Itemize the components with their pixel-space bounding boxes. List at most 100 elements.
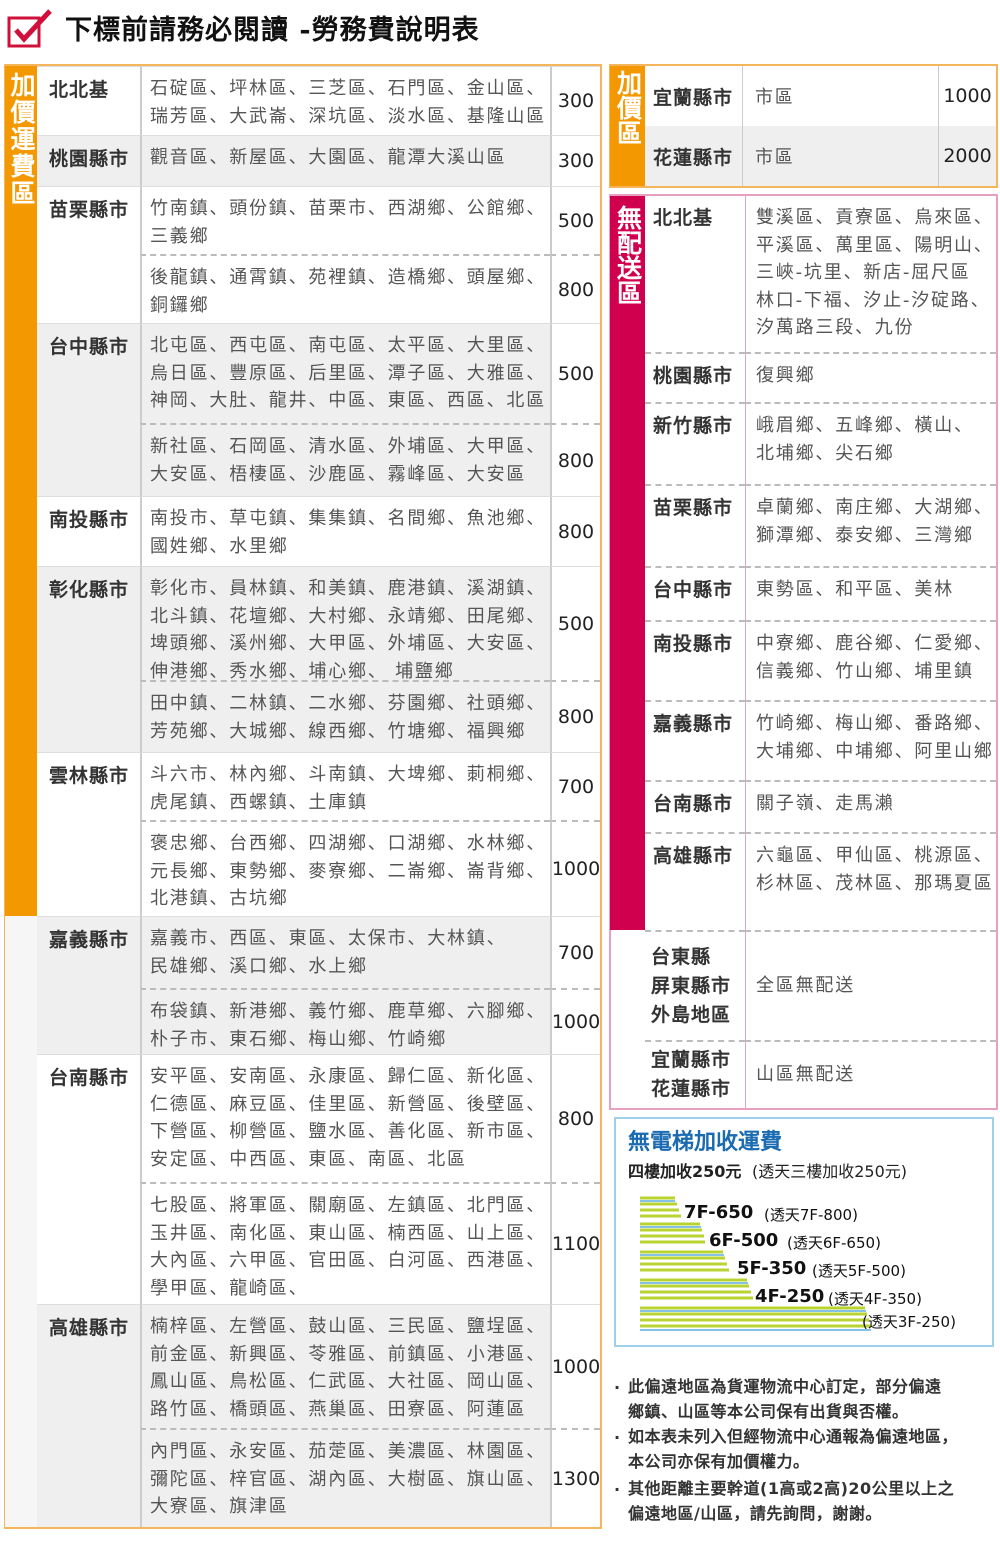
area-line: 北埔鄉、尖石鄉 <box>756 442 895 464</box>
step-note: (透天3F-250) <box>862 1313 956 1331</box>
area-line: 竹南鎮、頭份鎮、苗栗市、西湖鄉、公館鄉、 <box>150 198 546 219</box>
county-name: 嘉義縣市 <box>49 929 130 951</box>
area-line: 彌陀區、梓官區、湖內區、大樹區、旗山區、 <box>150 1468 546 1490</box>
areas-cell: 嘉義市、西區、東區、太保市、大林鎮、 民雄鄉、溪口鄉、水上鄉 <box>140 916 550 988</box>
step-label: 6F-500 <box>709 1230 779 1251</box>
area-line: 芳苑鄉、大城鄉、線西鄉、竹塘鄉、福興鄉 <box>150 720 527 742</box>
fee-cell: 300 <box>550 66 600 135</box>
areas-cell: 復興鄉 <box>745 352 996 402</box>
county-cell: 宜蘭縣市 <box>645 66 742 126</box>
fee-cell: 2000 <box>938 126 996 186</box>
areas-cell: 全區無配送 <box>745 930 996 1040</box>
county-cell: 彰化縣市 <box>37 566 140 752</box>
check-icon <box>7 9 52 48</box>
fee-cell: 1000 <box>550 820 600 916</box>
area-cell: 市區 <box>742 66 938 126</box>
fee-cell: 800 <box>550 496 600 566</box>
fee-cell: 500 <box>550 566 600 680</box>
side-label: 加價運費區 <box>7 72 36 207</box>
area-line: 內門區、永安區、茄萣區、美濃區、林園區、 <box>150 1441 546 1462</box>
step-note: (透天6F-650) <box>787 1234 881 1252</box>
areas-cell: 石碇區、坪林區、三芝區、石門區、金山區、 瑞芳區、大武崙、深坑區、淡水區、基隆山區 <box>140 66 550 135</box>
elevator-subtitle-note: (透天三樓加收250元) <box>752 1162 908 1181</box>
fee-cell: 1100 <box>550 1182 600 1304</box>
area-line: 北港鎮、古坑鄉 <box>150 888 289 909</box>
fee-cell: 800 <box>550 680 600 752</box>
areas-cell: 新社區、石岡區、清水區、外埔區、大甲區、 大安區、梧棲區、沙鹿區、霧峰區、大安區 <box>140 423 550 496</box>
areas-cell: 卓蘭鄉、南庄鄉、大湖鄉、 獅潭鄉、泰安鄉、三灣鄉 <box>745 484 996 566</box>
area-line: 神岡、大肚、龍井、中區、東區、西區、北區 <box>150 390 546 411</box>
fee-cell: 700 <box>550 916 600 988</box>
area-line: 林口-下福、汐止-汐碇路、 <box>756 289 991 311</box>
county-cell-bg <box>37 752 140 916</box>
areas-cell: 雙溪區、貢寮區、烏來區、 平溪區、萬里區、陽明山、 三峽-坑里、新店-屈尺區 林口-下… <box>745 196 996 352</box>
areas-cell: 竹南鎮、頭份鎮、苗栗市、西湖鄉、公館鄉、 三義鄉 <box>140 186 550 254</box>
areas-cell: 七股區、將軍區、關廟區、左鎮區、北門區、 玉井區、南化區、東山區、楠西區、山上區、… <box>140 1182 550 1304</box>
area-line: 南投市、草屯鎮、集集鎮、名間鄉、魚池鄉、 <box>150 508 546 529</box>
area-line: 六龜區、甲仙區、桃源區、 <box>756 845 994 866</box>
area-line: 彰化市、員林鎮、和美鎮、鹿港鎮、溪湖鎮、 <box>150 578 546 599</box>
county-cell: 台南縣市 <box>37 1054 140 1304</box>
area-line: 大寮區、旗津區 <box>150 1496 289 1517</box>
area-line: 鳳山區、鳥松區、仁武區、大社區、岡山區、 <box>150 1371 546 1392</box>
note-line: 本公司亦保有加價權力。 <box>628 1452 810 1471</box>
area-line: 竹崎鄉、梅山鄉、番路鄉、 <box>756 713 994 734</box>
area-line: 山區無配送 <box>756 1064 855 1086</box>
county-name: 台東縣 <box>651 945 712 968</box>
fee-cell: 800 <box>550 254 600 323</box>
fee-cell: 1000 <box>550 988 600 1054</box>
area-line: 元長鄉、東勢鄉、麥寮鄉、二崙鄉、崙背鄉、 <box>150 860 546 882</box>
area-line: 國姓鄉、水里鄉 <box>150 535 289 557</box>
area-line: 朴子市、東石鄉、梅山鄉、竹崎鄉 <box>150 1028 447 1050</box>
county-cell: 台中縣市 <box>645 566 745 620</box>
county-name: 南投縣市 <box>653 633 734 655</box>
areas-cell: 彰化市、員林鎮、和美鎮、鹿港鎮、溪湖鎮、 北斗鎮、花壇鄉、大村鄉、永靖鄉、田尾鄉、… <box>140 566 550 682</box>
note-line: 偏遠地區/山區，請先詢問，謝謝。 <box>628 1504 882 1523</box>
areas-cell: 褒忠鄉、台西鄉、四湖鄉、口湖鄉、水林鄉、 元長鄉、東勢鄉、麥寮鄉、二崙鄉、崙背鄉、… <box>140 820 550 916</box>
area-line: 北斗鎮、花壇鄉、大村鄉、永靖鄉、田尾鄉、 <box>150 605 546 627</box>
side-bar <box>5 66 37 916</box>
areas-cell: 楠梓區、左營區、鼓山區、三民區、鹽埕區、 前金區、新興區、苓雅區、前鎮區、小港區、… <box>140 1304 550 1428</box>
county-name: 新竹縣市 <box>653 415 734 437</box>
areas-cell: 斗六市、林內鄉、斗南鎮、大埤鄉、莿桐鄉、 虎尾鎮、西螺鎮、土庫鎮 <box>140 752 550 820</box>
areas-cell: 六龜區、甲仙區、桃源區、 杉林區、茂林區、那瑪夏區 <box>745 832 996 930</box>
area-line: 中寮鄉、鹿谷鄉、仁愛鄉、 <box>756 633 994 654</box>
areas-cell: 田中鎮、二林鎮、二水鄉、芬園鄉、社頭鄉、 芳苑鄉、大城鄉、線西鄉、竹塘鄉、福興鄉 <box>140 680 550 752</box>
area-line: 田中鎮、二林鎮、二水鄉、芬園鄉、社頭鄉、 <box>150 693 546 714</box>
county-cell: 北北基 <box>37 66 140 135</box>
county-cell: 南投縣市 <box>37 496 140 566</box>
area-line: 大埔鄉、中埔鄉、阿里山鄉 <box>756 740 994 762</box>
area-line: 路竹區、橋頭區、燕巢區、田寮區、阿蓮區 <box>150 1398 527 1420</box>
area-line: 北屯區、西屯區、南屯區、太平區、大里區、 <box>150 335 546 356</box>
note-line: 如本表未列入但經物流中心通報為偏遠地區， <box>628 1427 959 1446</box>
area-line: 安平區、安南區、永康區、歸仁區、新化區、 <box>150 1066 546 1087</box>
side-bar-lower <box>5 916 37 1527</box>
area-line: 信義鄉、竹山鄉、埔里鎮 <box>756 660 974 682</box>
area-line: 斗六市、林內鄉、斗南鎮、大埤鄉、莿桐鄉、 <box>150 764 546 785</box>
bullet: . <box>614 1374 621 1393</box>
county-name: 雲林縣市 <box>49 765 130 787</box>
area-line: 觀音區、新屋區、大園區、龍潭大溪山區 <box>150 147 507 168</box>
area-line: 石碇區、坪林區、三芝區、石門區、金山區、 <box>150 78 546 99</box>
fee-cell: 500 <box>550 323 600 423</box>
county-cell: 台中縣市 <box>37 323 140 496</box>
area-line: 褒忠鄉、台西鄉、四湖鄉、口湖鄉、水林鄉、 <box>150 833 546 854</box>
county-name: 彰化縣市 <box>49 579 130 601</box>
county-cell: 嘉義縣市 <box>645 700 745 780</box>
bullet: . <box>614 1476 621 1495</box>
area-line: 嘉義市、西區、東區、太保市、大林鎮、 <box>150 928 507 949</box>
county-name: 桃園縣市 <box>653 365 734 387</box>
county-cell-bg <box>37 66 140 135</box>
area-line: 平溪區、萬里區、陽明山、 <box>756 234 994 256</box>
county-name: 嘉義縣市 <box>653 713 734 735</box>
county-name: 苗栗縣市 <box>49 199 130 221</box>
area-cell: 市區 <box>742 126 938 186</box>
step-label: 4F-250 <box>755 1286 825 1307</box>
area-line: 杉林區、茂林區、那瑪夏區 <box>756 872 994 894</box>
county-name: 高雄縣市 <box>653 845 734 867</box>
county-cell: 新竹縣市 <box>645 402 745 484</box>
county-name: 高雄縣市 <box>49 1317 130 1339</box>
step-note: (透天5F-500) <box>812 1262 906 1280</box>
county-name: 台中縣市 <box>49 336 130 358</box>
county-cell: 苗栗縣市 <box>645 484 745 566</box>
